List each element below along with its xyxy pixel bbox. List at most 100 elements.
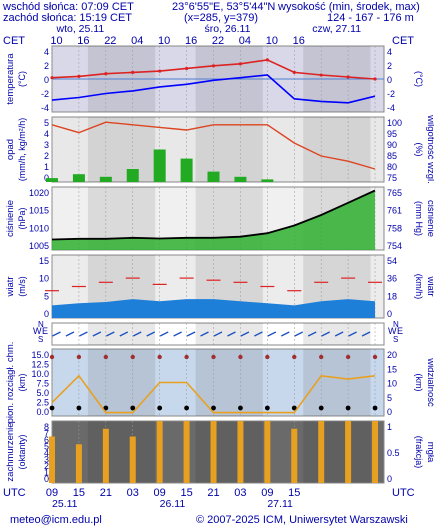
temp-tick-left: -2 [41, 89, 49, 99]
vis-tick-left: 12.5 [31, 360, 49, 370]
cloud-base-dot [49, 405, 55, 411]
pressure-tick-right: 754 [387, 241, 402, 251]
compass-s-right: S [393, 335, 398, 344]
bottom-day-label: 25.11 [52, 498, 78, 510]
wind-tick-right: 54 [387, 256, 397, 266]
vis-tick-left: 7.5 [36, 379, 49, 389]
temperature-point [158, 69, 162, 73]
pressure-tick-left: 1010 [29, 223, 49, 233]
cloud-top-dot [157, 354, 162, 360]
humidity-tick-right: 100 [387, 118, 402, 128]
pressure-area [52, 190, 376, 250]
cloud-base-dot [184, 405, 189, 411]
cloud-bar [102, 428, 109, 483]
vis-tick-right: 20 [387, 350, 397, 360]
top-hour-label: 16 [77, 35, 89, 47]
night-band [303, 349, 371, 416]
precip-tick-left: 1 [44, 162, 49, 172]
wind-direction-arrow [213, 331, 223, 337]
cloud-tick-left: 2 [44, 461, 49, 471]
night-band [195, 117, 263, 182]
wind-direction-arrow [254, 331, 263, 337]
wind-direction-arrow [227, 331, 236, 337]
wind-tick-left: 10 [39, 274, 49, 284]
temperature-point [104, 72, 108, 76]
pressure-tick-right: 765 [387, 188, 402, 198]
vis-tick-right: 10 [387, 379, 397, 389]
elevation-values: 124 - 167 - 176 m [327, 12, 414, 24]
cloud-bar [49, 436, 55, 483]
precip-bar [99, 176, 112, 182]
cloud-tick-left: 8 [44, 422, 49, 432]
footer-email[interactable]: meteo@icm.edu.pl [10, 514, 102, 526]
night-band [87, 323, 156, 345]
pressure-tick-right: 758 [387, 223, 402, 233]
cloud-left-label: zachmurzenie [5, 422, 16, 481]
humidity-tick-right: 95 [387, 129, 397, 139]
humidity-line [51, 121, 376, 170]
bottom-tz-left: UTC [3, 487, 26, 499]
temp-tick-right: -4 [387, 103, 395, 113]
pressure-line [51, 189, 376, 241]
pressure-tick-right: 761 [387, 206, 402, 216]
top-hour-label: 16 [293, 35, 305, 47]
cloud-base-dot [318, 405, 324, 411]
humidity-tick-right: 80 [387, 162, 397, 172]
precip-tick-left: 2 [44, 151, 49, 161]
pressure-tick-left: 1020 [29, 188, 49, 198]
cloud-bar [129, 436, 136, 483]
top-hour-label: 22 [212, 35, 224, 47]
bottom-tz-right: UTC [392, 487, 415, 499]
wind-direction-arrow [348, 331, 357, 337]
humidity-tick-right: 85 [387, 151, 397, 161]
precip-left-label: opad [5, 139, 16, 160]
wind-direction-arrow [65, 331, 75, 337]
temperature-point [131, 70, 135, 74]
compass-e-left: E [42, 326, 48, 336]
cloud-top-dot [292, 354, 297, 360]
compass-w-right: W [388, 326, 397, 336]
cloud-bar [156, 421, 163, 483]
precip-bar [153, 149, 166, 182]
compass-e-right: E [397, 326, 403, 336]
cloud-top-dot [211, 354, 216, 360]
wind-direction-arrow [52, 331, 61, 337]
wind-direction-arrow [106, 331, 115, 337]
grid-text: (x=285, y=379) [184, 12, 258, 24]
cloud-top-dot [49, 354, 55, 360]
compass-s-left: S [38, 335, 43, 344]
temperature-point [238, 62, 243, 66]
cloud-base-dot [103, 405, 109, 411]
vis-tick-right: 5 [387, 393, 392, 403]
top-day-label: czw, 27.11 [312, 23, 361, 35]
footer-copyright: © 2007-2025 ICM, Uniwersytet Warszawski [196, 514, 408, 526]
night-band [87, 117, 156, 182]
night-band [87, 349, 156, 416]
precip-tick-left: 3 [44, 140, 49, 150]
precip-right-label: wilgotność wzgl. [425, 114, 434, 184]
bottom-day-label: 27.11 [267, 498, 293, 510]
wind-tick-left: 5 [44, 291, 49, 301]
cloud-bar [372, 421, 379, 483]
cloud-top-dot [184, 354, 189, 360]
vis-tick-right: 15 [387, 364, 397, 374]
temperature-point [346, 75, 350, 79]
bottom-hour-label: 21 [100, 487, 112, 499]
precip-bar [207, 171, 220, 182]
night-band [303, 117, 371, 182]
cloud-bar [75, 444, 82, 483]
temp-left-unit: (°C) [17, 71, 27, 87]
precip-bar [261, 179, 274, 182]
cloud-top-dot [76, 354, 82, 360]
night-band [87, 421, 156, 483]
pressure-tick-left: 1015 [29, 206, 49, 216]
cloud-base-dot [130, 405, 136, 411]
cloud-base-dot [372, 405, 378, 411]
top-tz-right: CET [392, 35, 414, 47]
wind-right-label: wiatr [425, 275, 434, 296]
top-hour-label: 04 [239, 35, 251, 47]
cloud-tick-left: 3 [44, 455, 49, 465]
cloud-top-dot [318, 354, 324, 360]
cloud-top-dot [265, 354, 270, 360]
precip-bar [234, 176, 247, 182]
